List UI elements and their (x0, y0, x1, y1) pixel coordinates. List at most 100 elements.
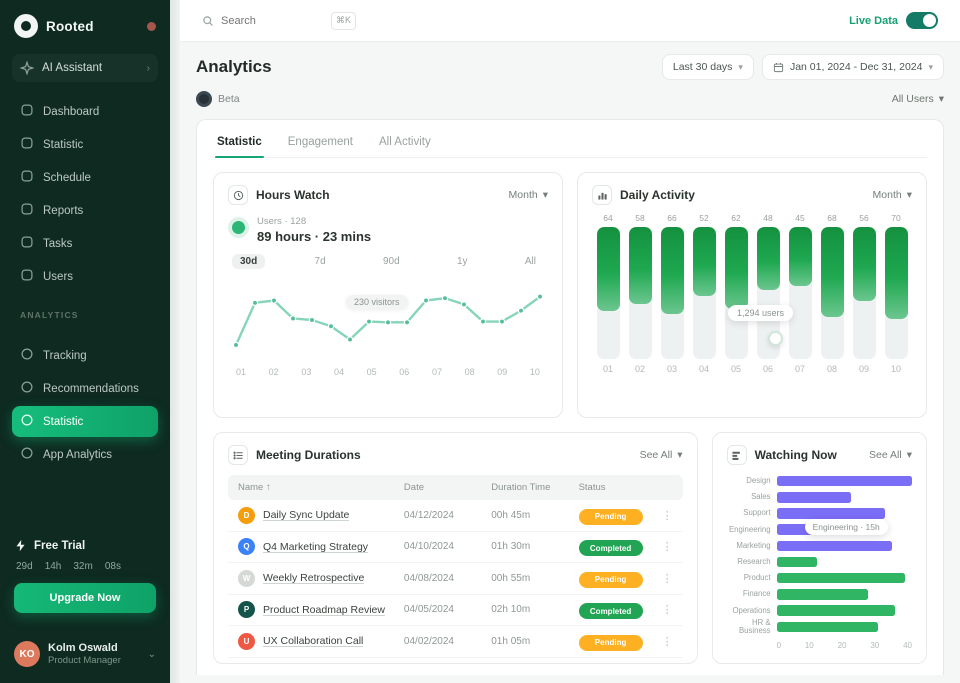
hbar-row[interactable]: Research (727, 554, 912, 570)
row-menu-button[interactable]: ⋮ (661, 509, 673, 522)
hbar-bar (776, 605, 896, 616)
sidebar-item-reports[interactable]: Reports (12, 195, 158, 226)
row-menu-button[interactable]: ⋮ (661, 604, 673, 617)
meeting-name-link[interactable]: UX Collaboration Call (263, 635, 364, 648)
logo-row: Rooted (12, 12, 158, 38)
row-menu-button[interactable]: ⋮ (661, 635, 673, 648)
sidebar-item-ai-assistant[interactable]: AI Assistant › (12, 54, 158, 82)
table-row[interactable]: W Weekly Retrospective 04/08/2024 00h 55m Pe… (228, 563, 683, 595)
month-dropdown[interactable]: Month ▾ (508, 189, 548, 201)
upgrade-button[interactable]: Upgrade Now (14, 583, 156, 613)
search-input[interactable] (221, 14, 291, 27)
card-title: Daily Activity (620, 188, 695, 202)
hbar-chart[interactable]: Engineering · 15h Design Sales Support Engi… (727, 473, 912, 635)
hbar-row[interactable]: Product (727, 570, 912, 586)
meeting-name-link[interactable]: Weekly Retrospective (263, 572, 365, 585)
bar-fill (756, 227, 780, 291)
logo-text: Rooted (46, 18, 94, 34)
bar-fill (852, 227, 876, 301)
users-dropdown[interactable]: All Users ▾ (891, 93, 944, 105)
hbar-row[interactable]: Marketing (727, 538, 912, 554)
bar-column[interactable]: 64 01 (596, 213, 620, 374)
table-body: D Daily Sync Update 04/12/2024 00h 45m Pendi… (228, 500, 683, 658)
see-all-dropdown[interactable]: See All ▾ (639, 449, 683, 461)
bar-track (724, 227, 748, 359)
hbar-bar (776, 492, 852, 503)
see-all-dropdown[interactable]: See All ▾ (869, 449, 912, 461)
bar-chart[interactable]: 1,294 users 64 01 58 02 66 03 52 04 62 05 48 06 45 07… (592, 213, 912, 374)
date-range-picker[interactable]: Jan 01, 2024 - Dec 31, 2024 ▾ (761, 54, 944, 80)
period-90d[interactable]: 90d (382, 256, 400, 267)
sidebar-item-schedule[interactable]: Schedule (12, 162, 158, 193)
bar-column[interactable]: 45 07 (788, 213, 812, 374)
sidebar-item-users[interactable]: Users (12, 261, 158, 292)
hbar-row[interactable]: Finance (727, 586, 912, 602)
line-chart[interactable]: 230 visitors (228, 273, 548, 365)
sidebar-item-tracking[interactable]: Tracking (12, 340, 158, 371)
period-All[interactable]: All (524, 256, 536, 267)
meeting-name-link[interactable]: Product Roadmap Review (263, 603, 385, 616)
live-data-toggle[interactable] (906, 12, 938, 29)
table-row[interactable]: D Daily Sync Update 04/12/2024 00h 45m Pendi… (228, 500, 683, 532)
bar-column[interactable]: 48 06 (756, 213, 780, 374)
hbar-row[interactable]: Design (727, 473, 912, 489)
x-tick-label: 01 (602, 364, 613, 374)
bar-column[interactable]: 68 08 (820, 213, 844, 374)
list-icon (228, 445, 248, 465)
sidebar-item-statistic[interactable]: Statistic (12, 129, 158, 160)
bar-column[interactable]: 56 09 (852, 213, 876, 374)
row-menu-button[interactable]: ⋮ (661, 572, 673, 585)
x-tick-label: 01 (236, 367, 247, 377)
trial-countdown-unit: 08s (104, 561, 121, 572)
hbar-row[interactable]: HR & Business (727, 618, 912, 635)
range-dropdown[interactable]: Last 30 days ▾ (661, 54, 754, 80)
hbar-row[interactable]: Operations (727, 603, 912, 619)
hbar-row[interactable]: Sales (727, 489, 912, 505)
bar-column[interactable]: 52 04 (692, 213, 716, 374)
hbar-area (776, 621, 912, 633)
table-row[interactable]: Q Q4 Marketing Strategy 04/10/2024 01h 30m C… (228, 532, 683, 563)
period-1y[interactable]: 1y (456, 256, 468, 267)
chevron-down-icon: ⌄ (147, 648, 156, 660)
tab-engagement[interactable]: Engagement (287, 136, 353, 148)
search-box[interactable] (202, 14, 291, 27)
sidebar-collapse-rail[interactable] (170, 0, 180, 683)
period-30d[interactable]: 30d (232, 254, 266, 269)
tab-statistic[interactable]: Statistic (215, 132, 264, 158)
tab-all-activity[interactable]: All Activity (378, 136, 431, 148)
column-header-date[interactable]: Date (403, 482, 424, 493)
nav-item-icon (20, 169, 34, 186)
bar-track (756, 227, 780, 359)
sidebar-item-tasks[interactable]: Tasks (12, 228, 158, 259)
sidebar-item-app-analytics[interactable]: App Analytics (12, 439, 158, 470)
row-menu-button[interactable]: ⋮ (661, 541, 673, 554)
sidebar-item-recommendations[interactable]: Recommendations (12, 373, 158, 404)
column-header-status[interactable]: Status (578, 482, 606, 493)
month-dropdown[interactable]: Month ▾ (872, 189, 912, 201)
meeting-name-link[interactable]: Daily Sync Update (263, 509, 350, 522)
bar-column[interactable]: 58 02 (628, 213, 652, 374)
bar-column[interactable]: 66 03 (660, 213, 684, 374)
table-row[interactable]: U UX Collaboration Call 04/02/2024 01h 05m P… (228, 626, 683, 658)
bar-column[interactable]: 62 05 (724, 213, 748, 374)
bar-column[interactable]: 70 10 (884, 213, 908, 374)
line-chart-tooltip: 230 visitors (346, 295, 408, 309)
hbar-row[interactable]: Support (727, 505, 912, 521)
x-tick-label: 07 (431, 367, 442, 377)
column-header-duration-time[interactable]: Duration Time (491, 482, 551, 493)
profile-row[interactable]: KO Kolm Oswald Product Manager ⌄ (12, 639, 158, 669)
sidebar: Rooted AI Assistant › Dashboard Statistic… (0, 0, 170, 683)
table-row[interactable]: P Product Roadmap Review 04/05/2024 02h 10m… (228, 595, 683, 626)
profile-name: Kolm Oswald (48, 641, 118, 654)
notification-dot-icon[interactable] (147, 21, 156, 31)
duration-cell: 01h 05m (491, 635, 531, 647)
meeting-name-link[interactable]: Q4 Marketing Strategy (263, 540, 369, 553)
status-cell: Pending (578, 569, 657, 588)
column-header-name[interactable]: Name ↑ (238, 482, 271, 493)
hbar-row[interactable]: Engineering (727, 522, 912, 538)
sidebar-item-dashboard[interactable]: Dashboard (12, 96, 158, 127)
hbar-area (776, 524, 912, 535)
sidebar-item-statistic[interactable]: Statistic (12, 406, 158, 437)
period-7d[interactable]: 7d (314, 256, 326, 267)
beta-chip[interactable]: Beta (196, 91, 240, 107)
